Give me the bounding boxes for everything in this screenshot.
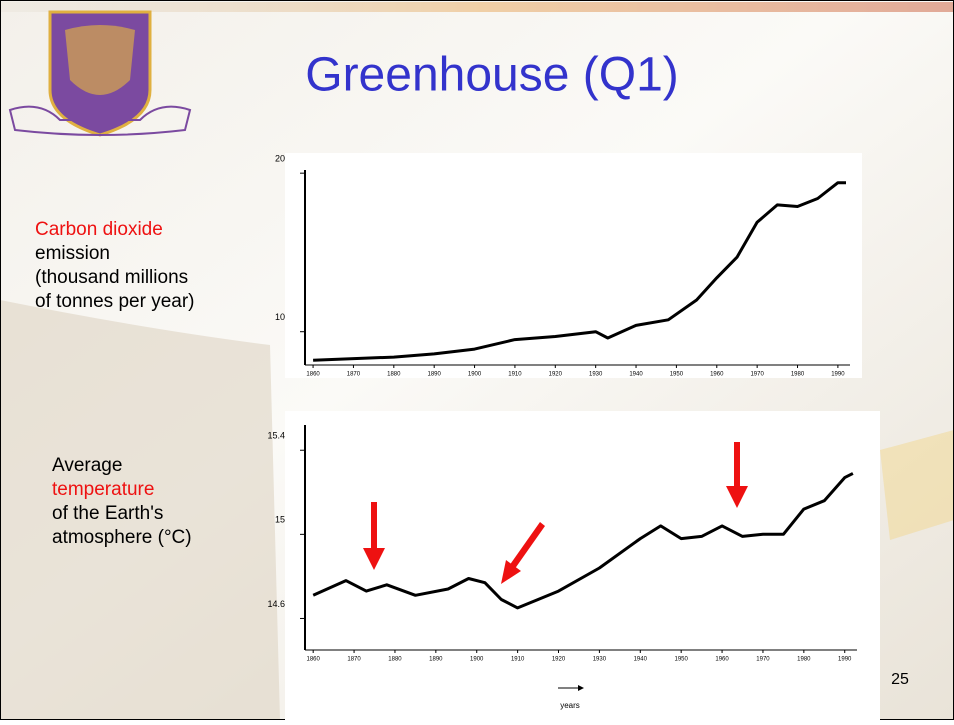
slide: Greenhouse (Q1) 25 10 20 1860 1870 1880 1890 1… — [0, 0, 954, 720]
x-tick-label: 1960 — [715, 657, 729, 663]
x-tick-label: 1940 — [629, 372, 643, 378]
chart-panel — [285, 153, 862, 378]
x-tick-label: 1870 — [347, 372, 361, 378]
x-tick-label: 1900 — [468, 372, 482, 378]
y-axis-label: Carbon dioxide — [35, 219, 163, 240]
x-tick-label: 1890 — [429, 657, 443, 663]
y-axis-label: atmosphere (°C) — [52, 527, 192, 548]
x-tick-label: 1950 — [674, 657, 688, 663]
y-tick-label: 15.4 — [267, 431, 285, 441]
x-tick-label: 1920 — [549, 372, 563, 378]
y-axis-label: of the Earth's — [52, 503, 163, 524]
x-tick-label: 1940 — [634, 657, 648, 663]
x-tick-label: 1900 — [470, 657, 484, 663]
x-tick-label: 1910 — [511, 657, 525, 663]
y-axis-label: emission — [35, 243, 110, 264]
y-axis-label: (thousand millions — [35, 267, 188, 288]
x-tick-label: 1860 — [306, 372, 320, 378]
slide-title: Greenhouse (Q1) — [305, 49, 679, 102]
x-tick-label: 1930 — [589, 372, 603, 378]
x-tick-label: 1890 — [428, 372, 442, 378]
y-tick-label: 15 — [275, 515, 285, 525]
y-tick-label: 20 — [275, 154, 285, 164]
x-tick-label: 1980 — [791, 372, 805, 378]
x-tick-label: 1990 — [831, 372, 845, 378]
y-axis-label: temperature — [52, 479, 154, 500]
y-axis-label: Average — [52, 455, 122, 476]
x-tick-label: 1960 — [710, 372, 724, 378]
x-tick-label: 1980 — [797, 657, 811, 663]
x-tick-label: 1950 — [670, 372, 684, 378]
x-tick-label: 1970 — [750, 372, 764, 378]
x-tick-label: 1920 — [552, 657, 566, 663]
x-tick-label: 1910 — [508, 372, 522, 378]
x-tick-label: 1880 — [387, 372, 401, 378]
y-tick-label: 10 — [275, 312, 285, 322]
y-tick-label: 14.6 — [267, 599, 285, 609]
x-tick-label: 1990 — [838, 657, 852, 663]
page-number: 25 — [891, 671, 909, 688]
x-tick-label: 1880 — [388, 657, 402, 663]
x-tick-label: 1870 — [347, 657, 361, 663]
y-axis-label: of tonnes per year) — [35, 291, 194, 312]
x-tick-label: 1860 — [306, 657, 320, 663]
x-tick-label: 1930 — [593, 657, 607, 663]
x-tick-label: 1970 — [756, 657, 770, 663]
x-axis-label: years — [560, 701, 580, 710]
